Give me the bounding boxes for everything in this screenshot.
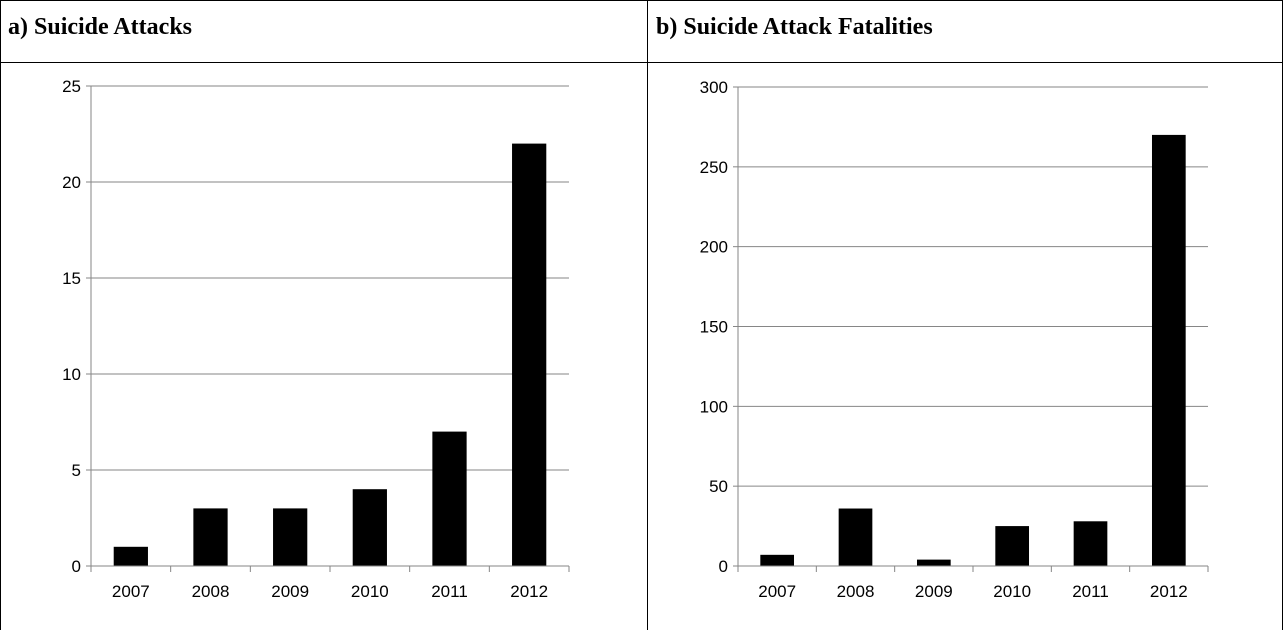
y-tick-label: 50 [709,477,728,496]
bar-2010 [995,526,1030,566]
bar-2007 [113,546,148,566]
x-tick-label: 2012 [510,582,548,601]
x-tick-label: 2011 [431,582,468,601]
bar-2008 [838,508,873,566]
y-tick-label: 10 [62,365,81,384]
left-border [0,0,1,630]
y-tick-label: 100 [700,397,728,416]
top-border [0,0,1283,1]
y-tick-label: 150 [700,318,728,337]
chart-suicide-attack-fatalities: 0 50 100 150 200 250 300 2007 2008 2009 2010 2011 20… [700,78,1209,601]
y-tick-label: 20 [62,173,81,192]
panel-b-title: b) Suicide Attack Fatalities [656,14,933,40]
bar-2007 [760,554,795,566]
bar-2009 [273,508,308,566]
x-tick-label: 2010 [351,582,389,601]
x-tick-label: 2011 [1072,582,1109,601]
bar-2011 [432,431,467,566]
x-tick-label: 2008 [837,582,875,601]
x-tick-label: 2008 [192,582,230,601]
x-tick-label: 2007 [758,582,796,601]
x-tick-label: 2010 [993,582,1031,601]
y-tick-label: 200 [700,238,728,257]
y-tick-label: 300 [700,78,728,97]
x-tick-label: 2009 [271,582,309,601]
bar-2008 [193,508,228,566]
bar-2012 [512,143,547,566]
x-tick-label: 2007 [112,582,150,601]
y-tick-label: 0 [72,557,81,576]
y-tick-label: 250 [700,158,728,177]
y-tick-label: 25 [62,77,81,96]
y-tick-label: 5 [72,461,81,480]
x-tick-label: 2012 [1150,582,1188,601]
bar-2011 [1073,521,1108,566]
bar-2010 [352,489,387,566]
chart-suicide-attacks: 0 5 10 15 20 25 2007 2008 2009 2010 2011 2012 [62,77,570,601]
x-tick-label: 2009 [915,582,953,601]
panel-a-title: a) Suicide Attacks [8,14,193,40]
header-separator [0,62,1283,63]
bar-2009 [916,559,951,566]
middle-divider [647,0,648,630]
bar-2012 [1151,134,1186,566]
y-tick-label: 15 [62,269,81,288]
y-tick-label: 0 [719,557,728,576]
